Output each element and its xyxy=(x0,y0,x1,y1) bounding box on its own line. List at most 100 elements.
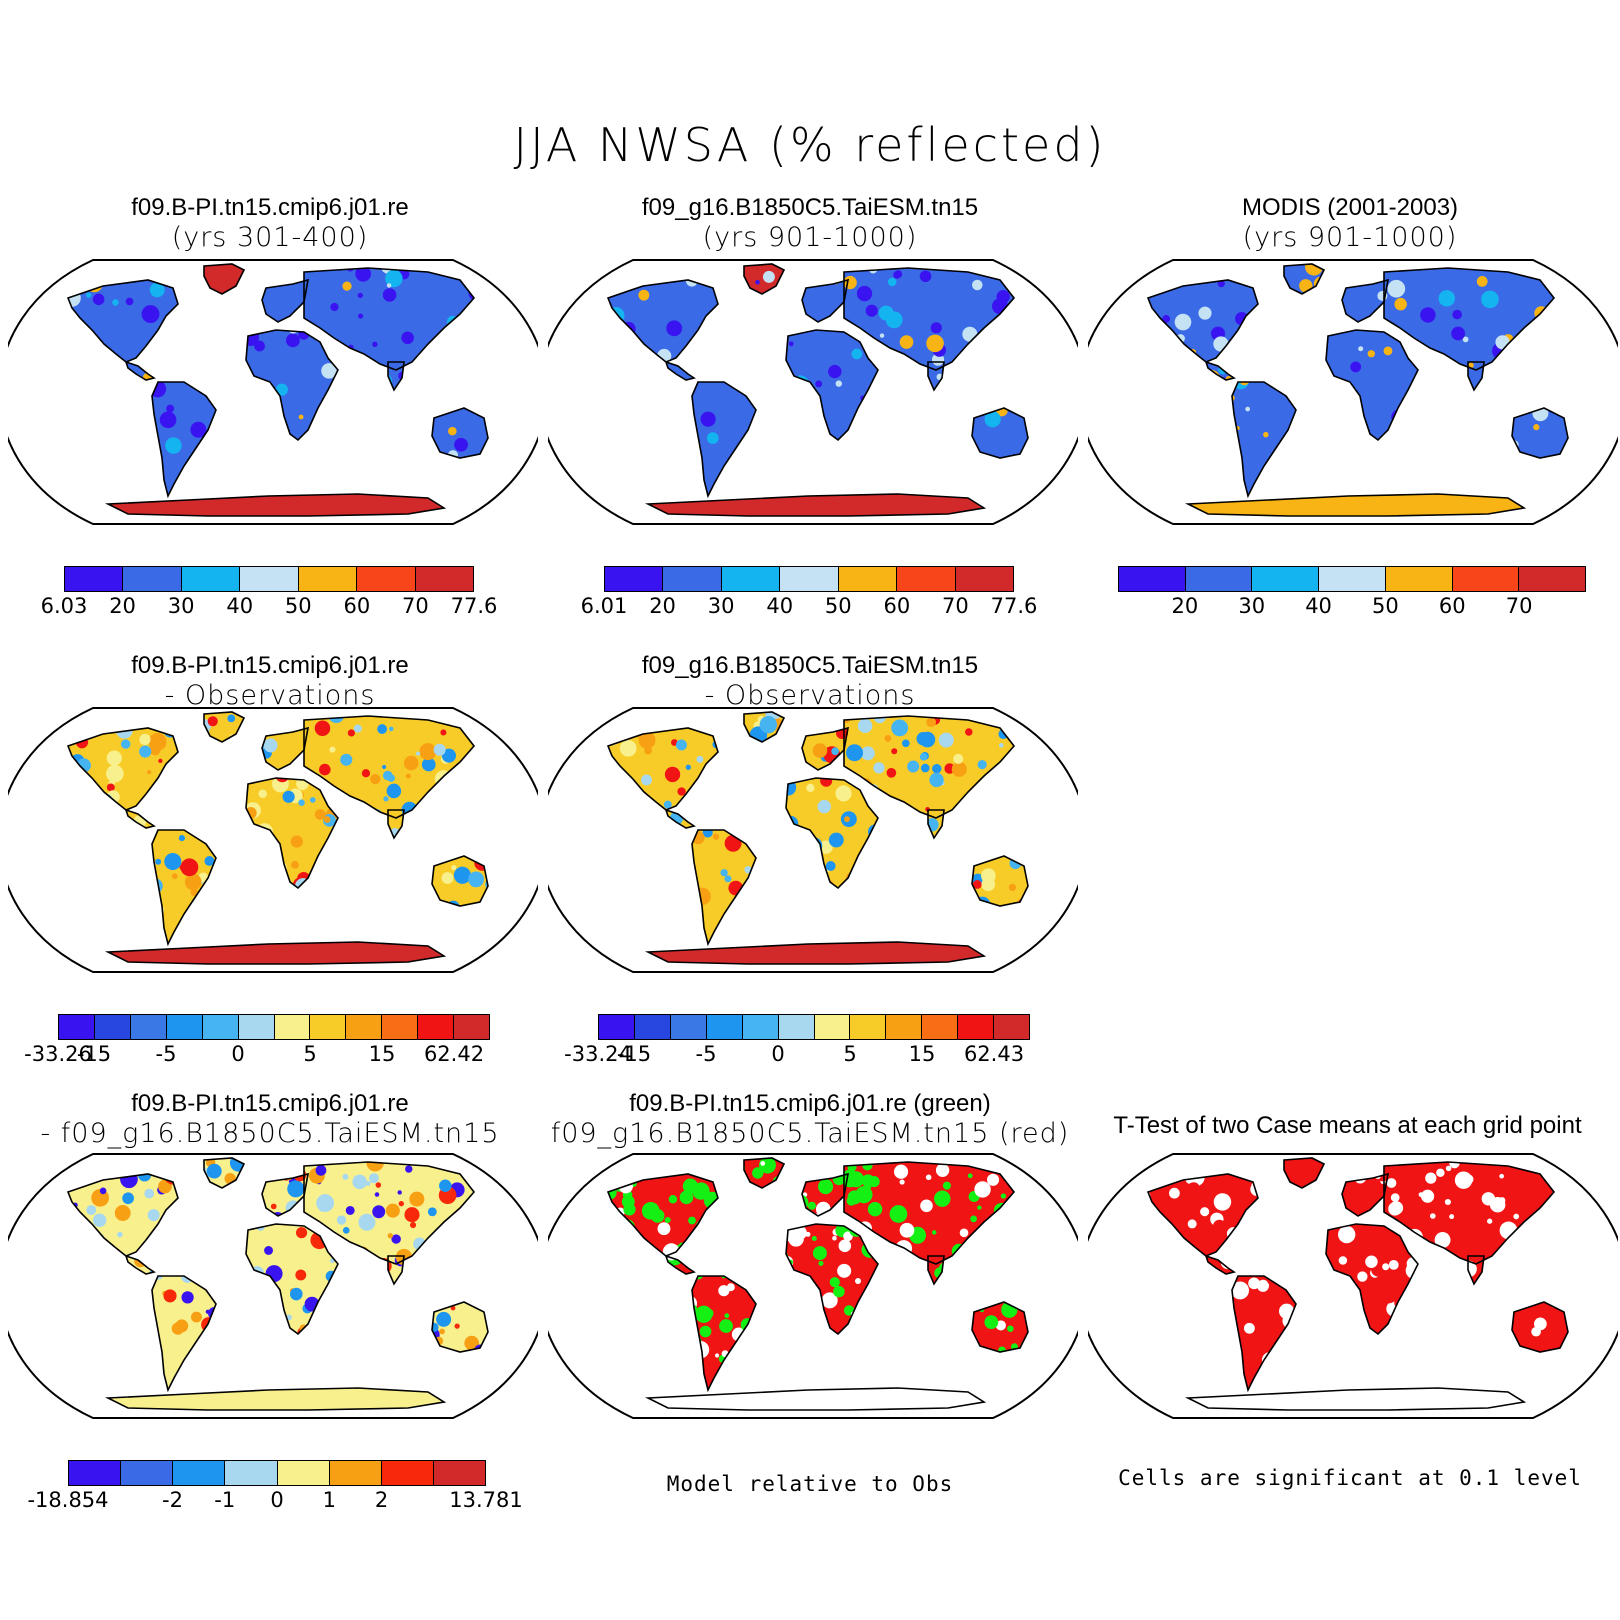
colorbar-tick-label: 2 xyxy=(374,1488,389,1512)
coastline-gl xyxy=(1283,263,1326,295)
colorbar-swatch xyxy=(706,1015,743,1039)
landmass-sa xyxy=(692,382,756,496)
colorbar-tick-label: 0 xyxy=(771,1042,785,1066)
landmass-eur xyxy=(802,280,848,322)
landmass-ant xyxy=(1188,494,1524,516)
colorbar-swatch xyxy=(897,567,956,591)
coastline-au xyxy=(1511,1301,1569,1353)
landmass-ant xyxy=(648,494,984,516)
landmass-sa xyxy=(692,1276,756,1390)
coastline-ca xyxy=(664,1254,696,1275)
colorbar-swatch xyxy=(381,1461,434,1485)
colorbar-swatch xyxy=(181,567,241,591)
colorbar-tick-label: -1 xyxy=(214,1488,236,1512)
coastline-ind xyxy=(387,1255,405,1286)
coastline-af xyxy=(245,777,339,890)
model-relative-note: Model relative to Obs xyxy=(666,1472,954,1496)
coastline-sa xyxy=(691,1275,757,1393)
landmass-eur xyxy=(262,280,308,322)
landmass-eur xyxy=(1342,280,1388,322)
landmass-au xyxy=(1512,408,1568,458)
colorbar-swatch xyxy=(1519,567,1586,591)
figure-title: JJA NWSA (% reflected) xyxy=(513,118,1107,172)
map-panel-8 xyxy=(548,1152,1078,1420)
colorbar-swatch xyxy=(1119,567,1186,591)
panel-4-title: f09.B-PI.tn15.cmip6.j01.re xyxy=(131,652,409,679)
coastline-ant xyxy=(644,1387,987,1411)
coastline-ind xyxy=(927,361,945,392)
landmass-ant xyxy=(108,942,444,964)
panel-3-title: MODIS (2001-2003) xyxy=(1241,194,1459,221)
colorbar-swatch xyxy=(277,1461,330,1485)
colorbar-swatch xyxy=(670,1015,707,1039)
coastline-ant xyxy=(1184,493,1527,517)
colorbar-swatch xyxy=(240,567,299,591)
panel-5-title: f09_g16.B1850C5.TaiESM.tn15 xyxy=(641,652,979,679)
world-map xyxy=(1088,259,1618,525)
colorbar-swatch xyxy=(65,567,124,591)
coastline-eur xyxy=(261,1172,310,1217)
significance-note: Cells are significant at 0.1 level xyxy=(1118,1466,1582,1490)
coastline-au xyxy=(971,855,1029,907)
colorbar-3: 20 30 40 50 60 70 xyxy=(1118,566,1586,622)
colorbar-swatch xyxy=(357,567,416,591)
landmass-na xyxy=(608,280,718,362)
colorbar-tick-label: 70 xyxy=(402,594,429,618)
map-panel-1 xyxy=(8,258,538,526)
landmass-ant xyxy=(108,1388,444,1410)
colorbar-swatch xyxy=(634,1015,671,1039)
world-map xyxy=(548,1153,1078,1419)
colorbar-1: 6.03 20 30 40 50 60 70 77.6 xyxy=(41,566,497,622)
coastline-gl xyxy=(743,1157,786,1189)
colorbar-swatch xyxy=(121,1461,174,1485)
colorbar-5: -33.24 -15 -5 0 5 15 62.43 xyxy=(564,1014,1030,1070)
landmass-af xyxy=(246,330,338,440)
coastline-au xyxy=(1511,407,1569,459)
landmass-ant xyxy=(648,942,984,964)
coastline-ind xyxy=(387,809,405,840)
panel-4-subtitle: - Observations xyxy=(164,680,376,711)
colorbar-4: -33.26 -15 -5 0 5 15 62.42 xyxy=(24,1014,490,1070)
colorbar-tick-label: 70 xyxy=(942,594,969,618)
colorbar-swatch xyxy=(298,567,358,591)
colorbar-tick-label: 50 xyxy=(284,594,312,618)
coastline-ant xyxy=(1184,1387,1527,1411)
colorbar-swatch xyxy=(850,1015,887,1039)
colorbar-tick-label: -2 xyxy=(162,1488,183,1512)
coastline-sa xyxy=(151,381,217,499)
colorbar-swatch xyxy=(663,567,722,591)
coastline-af xyxy=(1325,329,1419,442)
coastline-au xyxy=(431,407,489,459)
landmass-ant xyxy=(648,1388,984,1410)
colorbar-swatch xyxy=(130,1015,167,1039)
colorbar-tick-label: 15 xyxy=(908,1042,936,1066)
coastline-sa xyxy=(151,1275,217,1393)
colorbar-tick-label: 77.6 xyxy=(990,594,1038,618)
panel-8-title: f09.B-PI.tn15.cmip6.j01.re (green) xyxy=(629,1090,991,1117)
colorbar-swatch xyxy=(173,1461,226,1485)
coastline-ca xyxy=(1204,360,1236,381)
colorbar-2: 6.01 20 30 40 50 60 70 77.6 xyxy=(581,566,1037,622)
coastline-na xyxy=(606,1173,719,1257)
coastline-sa xyxy=(691,829,757,947)
landmass-asia xyxy=(304,716,474,818)
landmass-ca xyxy=(666,362,694,380)
panel-2-title: f09_g16.B1850C5.TaiESM.tn15 xyxy=(641,194,979,221)
colorbar-tick-label: 6.01 xyxy=(580,594,628,618)
coastline-eur xyxy=(1341,1172,1390,1217)
colorbar-tick-label: 5 xyxy=(843,1042,857,1066)
colorbar-swatch xyxy=(415,567,473,591)
panel-7-subtitle: - f09_g16.B1850C5.TaiESM.tn15 xyxy=(40,1118,500,1149)
colorbar-swatch xyxy=(225,1461,278,1485)
coastline-gl xyxy=(203,711,246,743)
colorbar-tick-label: 40 xyxy=(766,594,794,618)
coastline-ind xyxy=(387,361,405,392)
panel-5-subtitle: - Observations xyxy=(704,680,916,711)
colorbar-7: -18.854 -2 -1 0 1 2 13.781 xyxy=(27,1460,523,1516)
colorbar-tick-label: 60 xyxy=(343,594,371,618)
panel-1-title: f09.B-PI.tn15.cmip6.j01.re xyxy=(131,194,409,221)
coastline-ind xyxy=(1467,1255,1485,1286)
panel-9-title: T-Test of two Case means at each grid po… xyxy=(1113,1112,1582,1139)
colorbar-tick-label: 15 xyxy=(368,1042,396,1066)
coastline-ant xyxy=(104,1387,447,1411)
